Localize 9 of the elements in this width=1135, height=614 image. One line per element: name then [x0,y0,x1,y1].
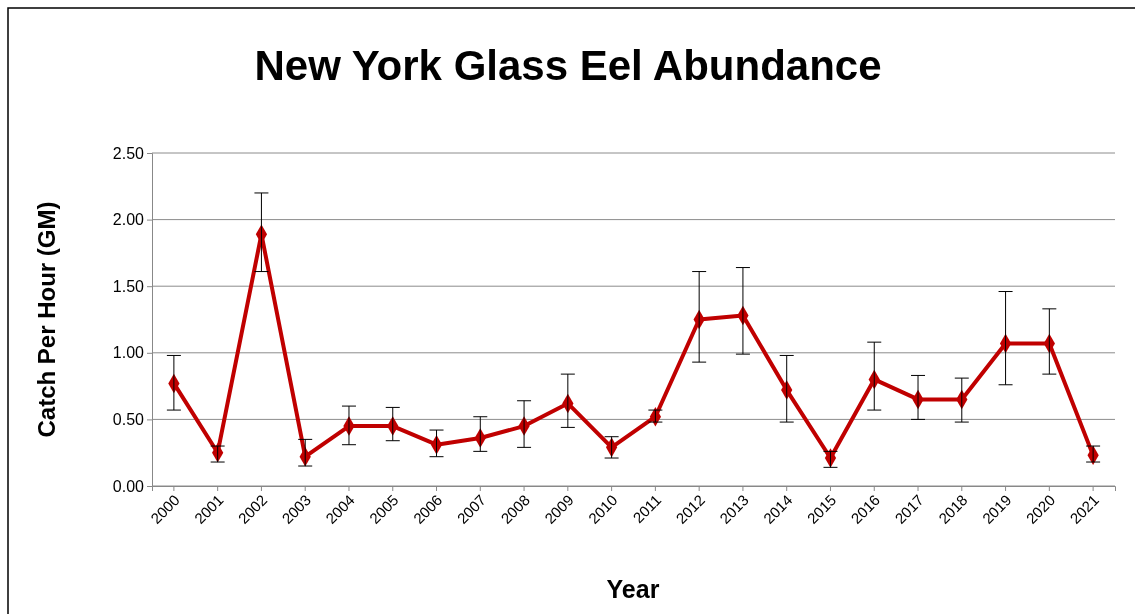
y-tick-label: 1.00 [112,344,145,362]
chart-title: New York Glass Eel Abundance [254,42,882,89]
y-tick-label: 1.50 [112,277,145,295]
y-tick-label: 2.00 [112,211,145,229]
y-tick-label: 0.50 [112,411,145,429]
y-tick-label: 2.50 [112,144,145,162]
y-axis-title: Catch Per Hour (GM) [33,201,60,438]
x-axis-title: Year [606,575,660,603]
y-tick-label: 0.00 [112,477,145,495]
